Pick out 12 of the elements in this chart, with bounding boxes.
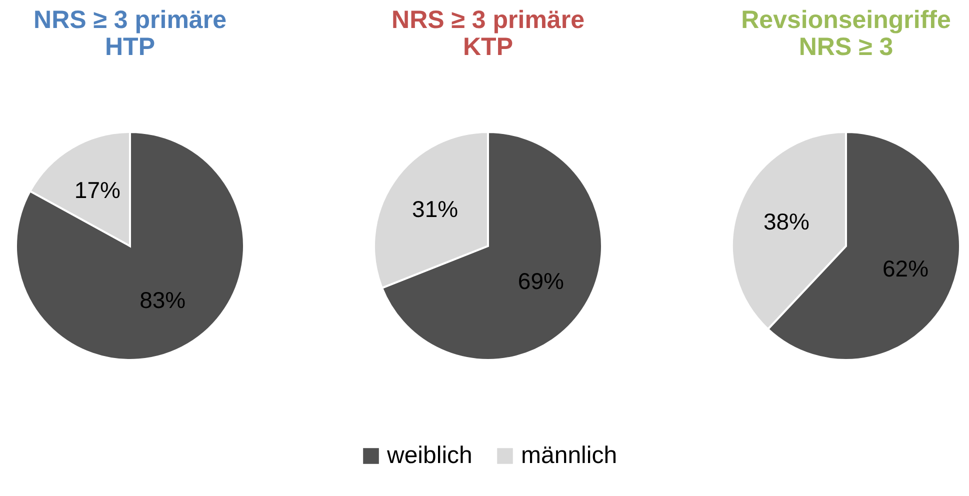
data-label: 17% xyxy=(74,176,120,203)
chart-title: NRS ≥ 3 primäre HTP xyxy=(34,6,227,61)
chart-title: NRS ≥ 3 primäre KTP xyxy=(392,6,585,61)
data-label: 62% xyxy=(882,256,929,282)
pie-slice xyxy=(15,131,245,361)
data-label: 69% xyxy=(518,268,564,294)
data-label: 31% xyxy=(412,196,458,222)
chart-title: Revsionseingriffe NRS ≥ 3 xyxy=(741,6,951,61)
legend-label: männlich xyxy=(521,442,618,469)
data-label: 83% xyxy=(140,287,186,314)
legend-label: weiblich xyxy=(386,442,472,469)
data-label: 38% xyxy=(763,208,810,234)
